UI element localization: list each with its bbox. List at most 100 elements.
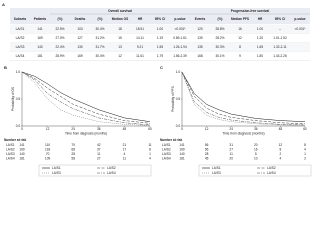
table-cell: <0.001* — [174, 27, 186, 31]
legend-label: LA/S3 — [52, 171, 61, 175]
legend-label: LA/S1 — [212, 166, 221, 170]
legend-label: LA/S4 — [107, 171, 116, 175]
at-risk-label: Number at risk — [4, 138, 27, 142]
table-cell: 169 — [77, 54, 83, 58]
table-cell: LA/S1 — [16, 27, 25, 31]
table-cell: LA/S3 — [16, 45, 25, 49]
x-tick-label: 48 — [123, 127, 127, 131]
x-axis-label: Time from diagnosis (months) — [222, 131, 264, 135]
table-cell: 1.79 — [157, 54, 163, 58]
table-cell: 30.4% — [95, 54, 104, 58]
at-risk-count: 68 — [71, 147, 75, 151]
at-risk-count: 2 — [304, 156, 306, 160]
group-header: Progression-free survival — [231, 9, 270, 13]
at-risk-count: 11 — [123, 156, 127, 160]
x-tick-label: 60 — [148, 127, 152, 131]
table-cell: 1.01-1.52 — [273, 36, 287, 40]
at-risk-count: 27 — [229, 147, 233, 151]
legend-box — [38, 164, 152, 177]
at-risk-count: 45 — [205, 156, 209, 160]
table-cell: 18.51 — [136, 27, 144, 31]
column-header: Median PFS — [231, 17, 249, 21]
at-risk-count: 27 — [97, 156, 101, 160]
at-risk-count: 141 — [179, 143, 185, 147]
x-tick-label: 36 — [254, 127, 258, 131]
table-cell: 1.65 — [257, 45, 263, 49]
at-risk-count: 4 — [149, 156, 151, 160]
at-risk-count: 169 — [19, 147, 25, 151]
table-cell: 13 — [118, 45, 122, 49]
table-cell: 9.21 — [137, 45, 143, 49]
table-cell: 1.19 — [157, 36, 163, 40]
table-cell: 28.2% — [215, 36, 224, 40]
x-tick-label: 36 — [97, 127, 101, 131]
at-risk-name: LA/S4 — [6, 156, 15, 160]
table-cell: <0.001* — [294, 27, 306, 31]
group-header: Overall survival — [108, 9, 132, 13]
table-cell: 12 — [238, 36, 242, 40]
column-header: 95% CI — [155, 17, 166, 21]
x-tick-label: 48 — [279, 127, 283, 131]
table-cell: 12 — [118, 54, 122, 58]
column-header: HR — [138, 17, 143, 21]
table-cell: 103 — [77, 27, 83, 31]
survival-curve — [181, 71, 306, 126]
at-risk-count: 11 — [230, 152, 234, 156]
survival-curve — [21, 71, 151, 126]
table-cell: 11.61 — [136, 54, 144, 58]
table-cell: 135 — [197, 45, 203, 49]
survival-curve — [21, 71, 151, 122]
y-tick-label: 1.0 — [176, 70, 181, 74]
column-header: p-value — [294, 17, 305, 21]
at-risk-count: 31 — [229, 143, 233, 147]
at-risk-count: 20 — [254, 143, 258, 147]
table-cell: 18 — [118, 27, 122, 31]
at-risk-count: 5 — [255, 152, 257, 156]
table-cell: 14.11 — [136, 36, 144, 40]
x-tick-label: 12 — [46, 127, 50, 131]
column-header: p-value — [174, 17, 185, 21]
at-risk-count: 109 — [45, 156, 51, 160]
table-cell: LA/S2 — [16, 36, 25, 40]
column-header: Median OS — [112, 17, 128, 21]
at-risk-count: 56 — [205, 143, 209, 147]
at-risk-count: 140 — [179, 152, 185, 156]
x-tick-label: 0 — [181, 127, 183, 131]
x-tick-label: 12 — [205, 127, 209, 131]
column-header: (%) — [58, 17, 63, 21]
at-risk-name: LA/S1 — [162, 143, 171, 147]
table-cell: 9 — [239, 54, 241, 58]
figure: A Overall survival Progression-free surviv… — [2, 2, 312, 177]
column-header: Patients — [34, 17, 47, 21]
survival-curve — [181, 71, 306, 125]
at-risk-count: 118 — [45, 147, 50, 151]
at-risk-count: 4 — [124, 152, 126, 156]
table-cell: – — [279, 27, 281, 31]
at-risk-count: 4 — [304, 147, 306, 151]
at-risk-count: 8 — [149, 147, 151, 151]
panel-label: C — [160, 65, 163, 70]
y-axis-label: Probability of PFS — [171, 86, 175, 112]
table-cell: 30.4% — [95, 27, 104, 31]
table-cell: 15 — [118, 36, 122, 40]
at-risk-label: Number at risk — [160, 138, 183, 142]
at-risk-count: 2 — [280, 152, 282, 156]
at-risk-count: 1 — [149, 152, 151, 156]
table-cell: LA/S4 — [16, 54, 25, 58]
panel-label: B — [4, 65, 7, 70]
y-tick-label: 0.0 — [176, 124, 181, 128]
table-cell: 1.00 — [157, 27, 163, 31]
table-cell: 181 — [37, 54, 43, 58]
at-risk-count: 16 — [254, 147, 258, 151]
legend-label: LA/S1 — [52, 166, 61, 170]
column-header: 95% CI — [275, 17, 286, 21]
at-risk-count: 56 — [205, 147, 209, 151]
at-risk-count: 70 — [46, 152, 50, 156]
legend-label: LA/S2 — [267, 166, 276, 170]
at-risk-count: 58 — [71, 156, 75, 160]
at-risk-name: LA/S3 — [6, 152, 15, 156]
table-cell: 139 — [197, 36, 203, 40]
y-tick-label: 1.0 — [16, 70, 21, 74]
at-risk-count: 12 — [279, 143, 283, 147]
table-cell: 1.80 — [257, 54, 263, 58]
